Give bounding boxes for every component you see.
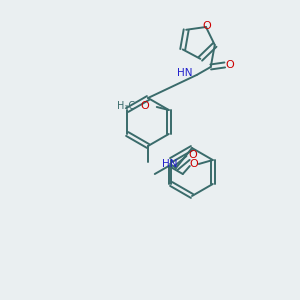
Text: HN: HN — [177, 68, 193, 78]
Text: O: O — [225, 60, 234, 70]
Text: O: O — [189, 159, 198, 169]
Text: H₃C: H₃C — [117, 101, 135, 111]
Text: O: O — [189, 150, 197, 160]
Text: O: O — [202, 21, 211, 31]
Text: HN: HN — [162, 159, 178, 169]
Text: O: O — [140, 101, 149, 111]
